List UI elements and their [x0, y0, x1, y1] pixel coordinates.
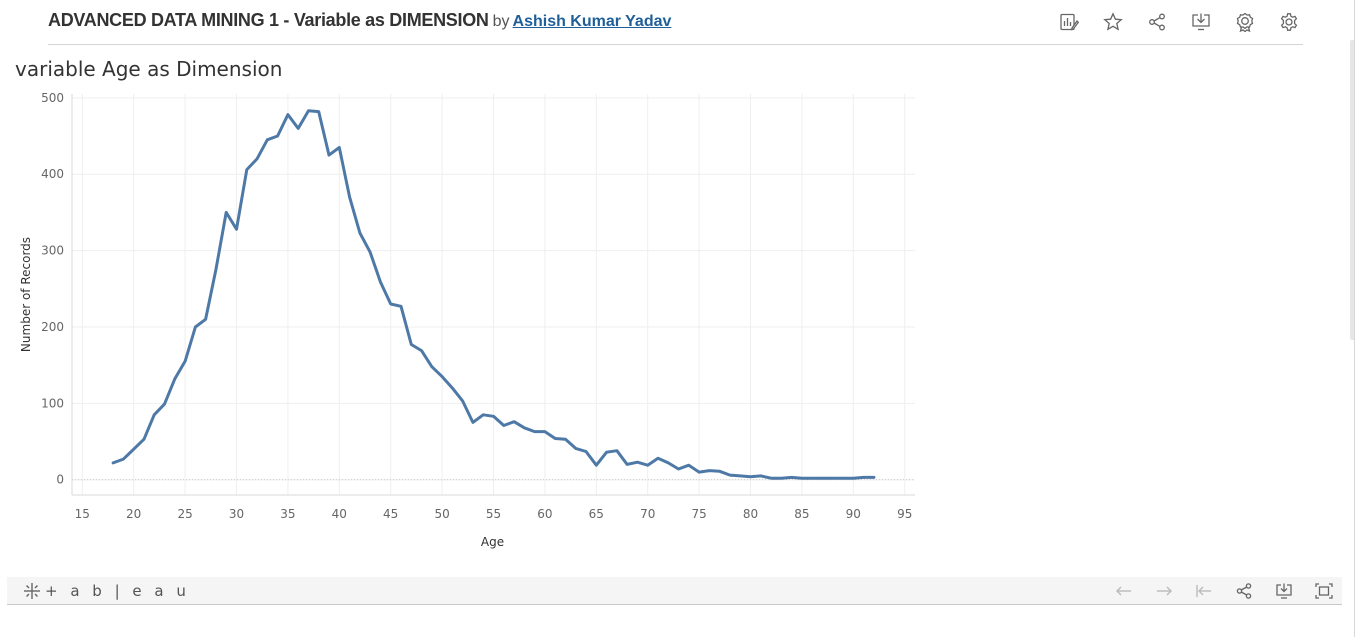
age-line-chart[interactable]: 15 20 25 30 35 40 45 50 55 60 65 70 75 80 85 90 95 0 100 20… [0, 0, 930, 560]
x-tick-label: 60 [537, 507, 552, 521]
x-tick-label: 45 [383, 507, 398, 521]
y-tick-label: 500 [41, 91, 64, 105]
x-tick-label: 50 [434, 507, 449, 521]
vertical-scrollbar[interactable] [1350, 40, 1355, 340]
download-button[interactable] [1187, 8, 1215, 36]
x-tick-label: 80 [743, 507, 758, 521]
redo-button[interactable] [1152, 579, 1176, 603]
by-label: by [492, 13, 510, 30]
tableau-logo[interactable]: + a b | e a u [23, 581, 190, 601]
header-title-row: ADVANCED DATA MINING 1 - Variable as DIM… [48, 10, 671, 31]
top-toolbar [1039, 8, 1303, 36]
fullscreen-icon [1315, 583, 1333, 599]
x-tick-label: 95 [897, 507, 912, 521]
x-axis-label: Age [481, 535, 504, 549]
x-tick-label: 65 [589, 507, 604, 521]
x-tick-label: 75 [691, 507, 706, 521]
tableau-wordmark: + a b | e a u [45, 582, 190, 600]
y-tick-label: 200 [41, 320, 64, 334]
metrics-button[interactable] [1231, 8, 1259, 36]
tableau-logo-icon [24, 583, 40, 599]
x-tick-label: 85 [794, 507, 809, 521]
viz-footer: + a b | e a u [7, 577, 1342, 605]
series-line-age-records [111, 109, 876, 480]
share-button[interactable] [1143, 8, 1171, 36]
x-tick-label: 70 [640, 507, 655, 521]
x-tick-label: 55 [486, 507, 501, 521]
author-link[interactable]: Ashish Kumar Yadav [512, 13, 672, 30]
undo-icon [1116, 586, 1131, 596]
footer-download-button[interactable] [1272, 579, 1296, 603]
viz-header: ADVANCED DATA MINING 1 - Variable as DIM… [48, 0, 1303, 45]
x-tick-label: 90 [846, 507, 861, 521]
footer-share-button[interactable] [1232, 579, 1256, 603]
undo-button[interactable] [1112, 579, 1136, 603]
y-tick-label: 300 [41, 244, 64, 258]
favorite-button[interactable] [1099, 8, 1127, 36]
edit-data-icon [1060, 13, 1079, 31]
x-tick-label: 15 [75, 507, 90, 521]
x-tick-label: 30 [229, 507, 244, 521]
footer-toolbar [1096, 579, 1336, 603]
x-tick-label: 35 [280, 507, 295, 521]
sheet-title: variable Age as Dimension [15, 57, 283, 81]
x-tick-label: 40 [332, 507, 347, 521]
revert-button[interactable] [1192, 579, 1216, 603]
y-tick-label: 0 [56, 473, 64, 487]
star-icon [1103, 12, 1123, 31]
y-axis-label: Number of Records [19, 237, 33, 352]
share-icon [1149, 13, 1165, 31]
x-tick-label: 25 [177, 507, 192, 521]
download-icon [1192, 13, 1210, 31]
download-icon [1276, 583, 1292, 599]
gear-icon [1280, 13, 1298, 31]
badge-icon [1236, 12, 1254, 32]
edit-data-button[interactable] [1055, 8, 1083, 36]
settings-button[interactable] [1275, 8, 1303, 36]
revert-icon [1196, 585, 1211, 597]
y-tick-label: 100 [41, 396, 64, 410]
share-icon [1236, 583, 1252, 599]
viz-title: ADVANCED DATA MINING 1 - Variable as DIM… [48, 10, 489, 30]
x-tick-label: 20 [126, 507, 141, 521]
redo-icon [1157, 586, 1172, 596]
y-tick-label: 400 [41, 167, 64, 181]
fullscreen-button[interactable] [1312, 579, 1336, 603]
